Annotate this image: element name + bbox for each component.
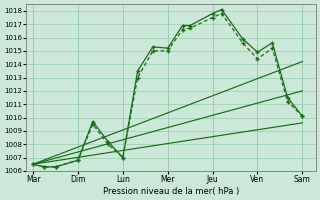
X-axis label: Pression niveau de la mer( hPa ): Pression niveau de la mer( hPa ) <box>103 187 239 196</box>
